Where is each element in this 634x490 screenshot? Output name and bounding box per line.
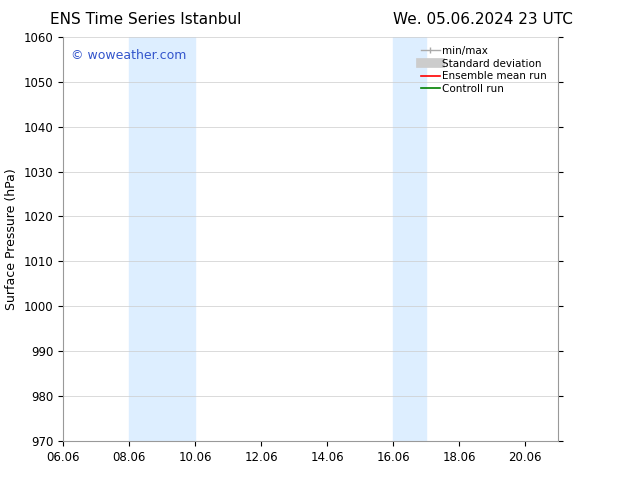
Bar	[129, 37, 195, 441]
Bar	[393, 37, 426, 441]
Text: ENS Time Series Istanbul: ENS Time Series Istanbul	[49, 12, 241, 27]
Text: © woweather.com: © woweather.com	[71, 49, 186, 62]
Text: We. 05.06.2024 23 UTC: We. 05.06.2024 23 UTC	[393, 12, 573, 27]
Legend: min/max, Standard deviation, Ensemble mean run, Controll run: min/max, Standard deviation, Ensemble me…	[417, 42, 553, 98]
Y-axis label: Surface Pressure (hPa): Surface Pressure (hPa)	[5, 168, 18, 310]
